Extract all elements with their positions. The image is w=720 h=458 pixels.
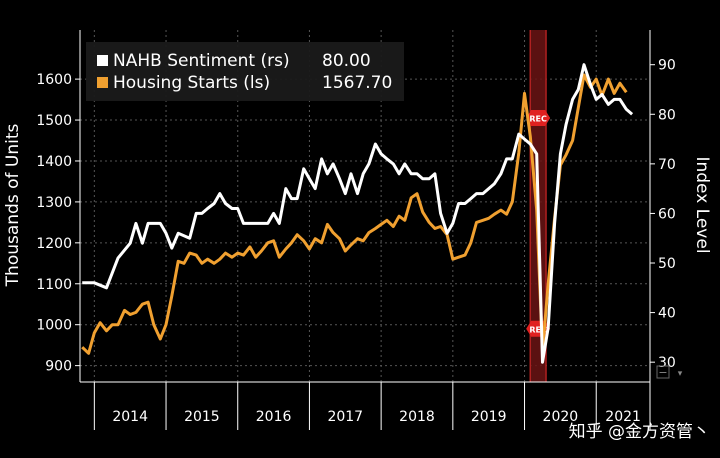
right-tick-label-6: 90	[658, 58, 676, 74]
right-axis-title: Index Level	[692, 156, 712, 253]
legend-label-nahb: NAHB Sentiment (rs)	[113, 51, 290, 71]
left-tick-label-0: 900	[45, 359, 72, 375]
series-line-housing-starts	[81, 73, 628, 355]
year-label-2018: 2018	[399, 409, 435, 425]
year-label-2015: 2015	[184, 409, 220, 425]
legend-background	[86, 42, 404, 101]
legend: NAHB Sentiment (rs) 80.00 Housing Starts…	[86, 42, 404, 101]
legend-label-housing: Housing Starts (ls)	[113, 73, 270, 93]
left-axis: 900 1000 1100 1200 1300 1400 1500 1600	[36, 30, 81, 382]
legend-swatch-nahb	[97, 55, 108, 66]
left-tick-label-7: 1600	[36, 72, 72, 88]
legend-swatch-housing	[97, 77, 108, 88]
series-line-nahb-sentiment	[82, 63, 634, 364]
year-label-2017: 2017	[327, 409, 363, 425]
right-tick-label-5: 80	[658, 107, 676, 123]
year-label-2020: 2020	[543, 409, 579, 425]
right-tick-label-1: 40	[658, 306, 676, 322]
right-tick-label-4: 70	[658, 157, 676, 173]
left-tick-label-5: 1400	[36, 154, 72, 170]
chevron-down-icon[interactable]: ▾	[678, 369, 683, 379]
year-label-2019: 2019	[471, 409, 507, 425]
right-tick-label-2: 50	[658, 256, 676, 272]
rec-label-1: REC	[529, 325, 547, 334]
watermark: 知乎 @金方资管丶	[568, 422, 710, 442]
year-label-2014: 2014	[112, 409, 148, 425]
right-tick-label-3: 60	[658, 206, 676, 222]
zoom-control-box[interactable]	[656, 365, 670, 379]
legend-value-nahb: 80.00	[322, 51, 371, 71]
rec-label-0: REC	[529, 115, 547, 124]
right-axis: 30 40 50 60 70 80 90	[649, 30, 676, 382]
x-axis: 2014 2015 2016 2017 2018 2019 2020 2021	[80, 381, 651, 430]
left-axis-title: Thousands of Units	[3, 124, 23, 288]
right-tick-label-0: 30	[658, 355, 676, 371]
legend-value-housing: 1567.70	[322, 73, 392, 93]
left-tick-label-1: 1000	[36, 318, 72, 334]
left-tick-label-6: 1500	[36, 113, 72, 129]
zoom-control[interactable]: − ▾	[656, 365, 683, 379]
year-label-2016: 2016	[256, 409, 292, 425]
left-tick-label-4: 1300	[36, 195, 72, 211]
rec-marker-0	[526, 110, 551, 126]
left-tick-label-2: 1100	[36, 277, 72, 293]
year-label-2021: 2021	[605, 409, 641, 425]
minus-icon: −	[658, 366, 667, 379]
series-lines	[81, 63, 634, 364]
left-tick-label-3: 1200	[36, 236, 72, 252]
